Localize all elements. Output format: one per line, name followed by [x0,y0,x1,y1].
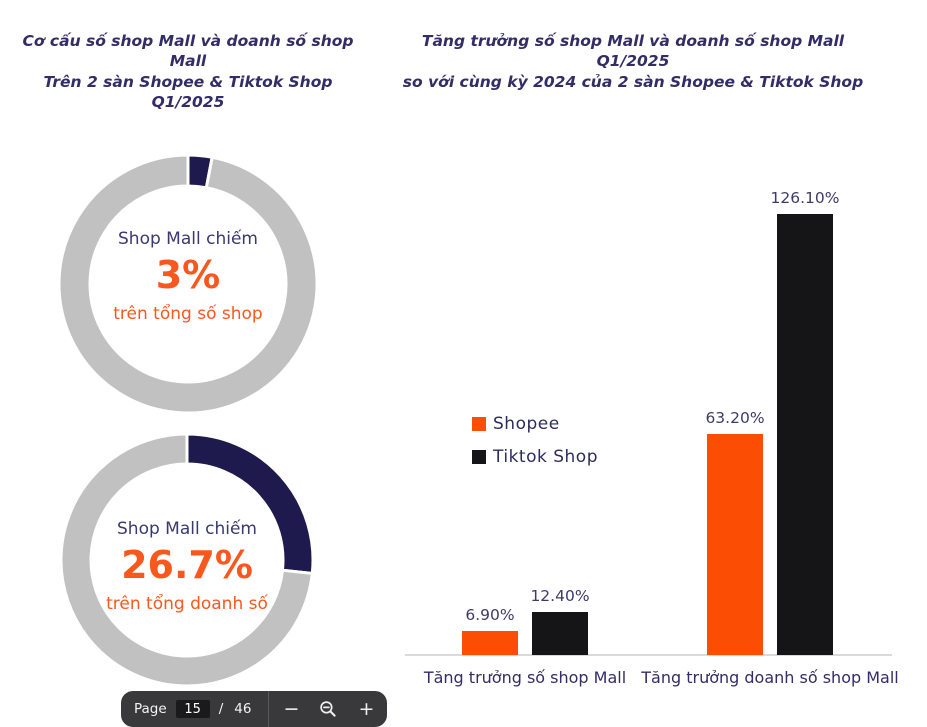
zoom-in-button[interactable]: + [349,695,383,723]
bar-chart-title: Tăng trưởng số shop Mall và doanh số sho… [402,32,864,91]
bar-value-label: 12.40% [530,587,590,605]
donut-shop-share-center-label: Shop Mall chiếm 3% trên tổng số shop [68,229,308,324]
legend-label: Shopee [493,414,560,434]
category-label: Tăng trưởng số shop Mall [423,668,627,687]
bar-shopee-cat0 [462,631,518,655]
total-pages: 46 [234,701,252,717]
pdf-page-toolbar: Page 15 / 46 − + [121,691,387,727]
donut-center-value: 26.7% [121,543,253,587]
legend-item-tiktok-shop: Tiktok Shop [472,447,598,467]
donut-revenue-share-center-label: Shop Mall chiếm 26.7% trên tổng doanh số [58,519,316,614]
legend-swatch-icon [472,417,486,431]
legend-label: Tiktok Shop [493,447,599,467]
donut-slice-other [57,153,319,415]
zoom-magnifier-button[interactable] [311,695,345,723]
x-axis-line [405,654,892,656]
donut-center-value: 3% [155,253,221,297]
legend-swatch-icon [472,450,486,464]
zoom-in-plus-icon: + [358,698,375,720]
bar-value-label: 126.10% [770,189,840,207]
bar-tiktok-shop-cat1 [777,214,833,655]
donut-chart-revenue-share [59,432,315,688]
donut-chart-shop-share [57,153,319,415]
current-page-value: 15 [184,701,201,717]
legend-item-shopee: Shopee [472,414,598,434]
bar-tiktok-shop-cat0 [532,612,588,655]
page-number-input[interactable]: 15 [175,700,210,718]
zoom-out-minus-icon: − [283,698,300,720]
donut-center-caption: Shop Mall chiếm [118,229,258,249]
bar-value-label: 6.90% [465,606,515,624]
page-label: Page [134,701,167,717]
donut-center-subcaption: trên tổng doanh số [106,593,268,614]
donut-charts-title: Cơ cấu số shop Mall và doanh số shop Mal… [22,32,354,112]
donut-center-caption: Shop Mall chiếm [117,519,257,539]
bar-value-label: 63.20% [705,409,765,427]
page-separator: / [218,701,224,717]
category-label: Tăng trưởng doanh số shop Mall [641,668,899,687]
zoom-out-button[interactable]: − [274,695,308,723]
magnifier-minus-icon [320,701,337,717]
toolbar-divider [268,691,270,727]
bar-shopee-cat1 [707,434,763,655]
bar-chart-legend: Shopee Tiktok Shop [472,414,598,480]
donut-center-subcaption: trên tổng số shop [113,303,263,324]
donut-slice-other [59,432,314,688]
